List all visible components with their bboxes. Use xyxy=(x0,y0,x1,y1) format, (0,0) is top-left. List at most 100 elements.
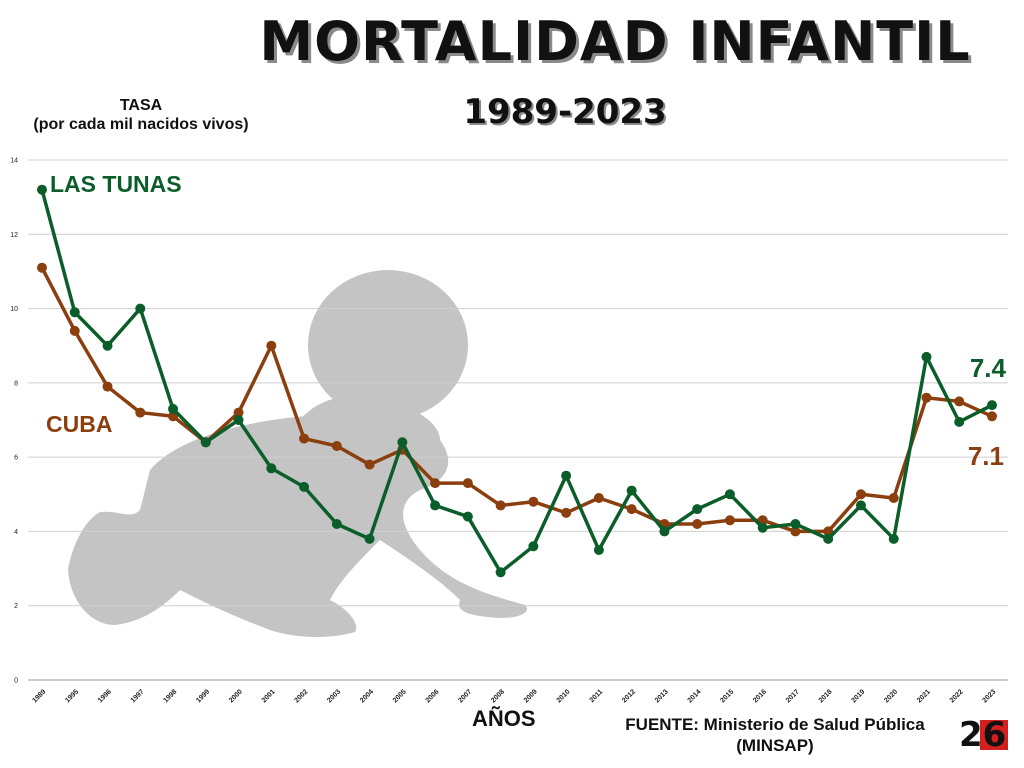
grid-lines xyxy=(28,159,1008,681)
x-tick-label: 2007 xyxy=(457,688,473,704)
data-point xyxy=(331,441,342,451)
x-tick-label: 2019 xyxy=(850,688,866,704)
series-line-las-tunas xyxy=(40,189,993,575)
y-tick-label: 8 xyxy=(14,380,18,387)
x-tick-label: 2015 xyxy=(719,688,735,704)
data-point xyxy=(266,340,277,351)
data-point xyxy=(593,545,604,555)
data-point xyxy=(692,504,703,515)
x-tick-label: 2003 xyxy=(326,688,342,704)
x-tick-label: 1996 xyxy=(97,688,113,704)
x-tick-label: 1995 xyxy=(64,688,80,704)
x-tick-label: 2013 xyxy=(654,688,670,704)
y-tick-label: 6 xyxy=(14,455,18,462)
y-axis-label-line1: TASA xyxy=(119,97,163,114)
data-point xyxy=(954,396,965,407)
x-tick-label: 2023 xyxy=(981,688,997,704)
x-tick-label: 2022 xyxy=(949,688,965,704)
x-axis-label: AÑOS xyxy=(472,706,536,731)
x-tick-label: 1997 xyxy=(130,688,146,704)
chart-title: MORTALIDAD INFANTIL xyxy=(259,10,971,73)
x-tick-label: 2011 xyxy=(589,688,605,704)
y-axis-label: TASA (por cada mil nacidos vivos) xyxy=(10,96,272,134)
data-point xyxy=(724,515,735,526)
end-value-las-tunas: 7.4 xyxy=(970,353,1007,383)
x-tick-label: 2002 xyxy=(294,688,310,704)
data-point xyxy=(626,504,637,515)
end-value-cuba: 7.1 xyxy=(968,441,1004,471)
x-tick-label: 2006 xyxy=(425,688,441,704)
x-tick-label: 2008 xyxy=(490,688,506,704)
x-tick-label: 2020 xyxy=(883,688,899,704)
data-point xyxy=(331,519,342,529)
crawling-baby-silhouette-icon xyxy=(68,270,528,637)
chart-subtitle: 1989-2023 xyxy=(463,92,667,132)
data-point xyxy=(659,526,670,537)
data-point xyxy=(987,411,997,422)
data-point xyxy=(495,500,506,511)
data-point xyxy=(102,381,113,392)
x-tick-label: 2018 xyxy=(818,688,834,704)
data-point xyxy=(593,493,604,503)
data-point xyxy=(561,507,572,518)
data-point xyxy=(462,478,473,489)
data-point xyxy=(364,459,375,470)
data-point xyxy=(823,533,834,544)
x-tick-label: 1989 xyxy=(31,688,47,704)
data-point xyxy=(37,262,47,273)
data-point xyxy=(692,519,703,529)
data-point xyxy=(233,407,244,418)
source-line1: FUENTE: Ministerio de Salud Pública xyxy=(625,715,925,734)
data-point xyxy=(921,392,932,403)
x-tick-label: 2012 xyxy=(621,688,637,704)
data-point xyxy=(626,485,637,496)
data-point xyxy=(430,500,441,511)
x-tick-label: 1999 xyxy=(195,688,211,704)
data-point xyxy=(561,470,572,481)
data-point xyxy=(37,184,47,195)
logo-text: 26 xyxy=(959,715,1006,752)
source-note: FUENTE: Ministerio de Salud Pública (MIN… xyxy=(600,714,950,756)
x-tick-labels: 1989 1995 1996 1997 1998 1999 2000 2001 2002 2003… xyxy=(31,688,997,704)
y-tick-label: 14 xyxy=(10,158,18,165)
data-point xyxy=(495,567,506,578)
data-point xyxy=(233,415,244,425)
y-tick-label: 10 xyxy=(10,306,18,313)
data-point xyxy=(200,437,211,448)
x-tick-label: 2016 xyxy=(752,688,768,704)
x-tick-label: 2010 xyxy=(556,688,572,704)
data-point xyxy=(266,463,277,474)
data-point xyxy=(430,478,441,489)
data-point xyxy=(724,489,735,500)
y-tick-label: 2 xyxy=(14,603,18,610)
y-tick-labels: 0 2 4 6 8 10 12 14 xyxy=(10,158,18,685)
data-point xyxy=(69,325,80,336)
x-tick-label: 2001 xyxy=(261,688,277,704)
series-labels: LAS TUNAS CUBA 7.4 7.1 xyxy=(46,171,1007,471)
x-tick-label: 2014 xyxy=(687,688,703,704)
data-point xyxy=(528,496,539,507)
data-point xyxy=(921,351,932,362)
data-point xyxy=(790,526,801,537)
data-point xyxy=(987,400,997,411)
data-point xyxy=(790,519,801,529)
data-point xyxy=(397,437,408,448)
x-tick-label: 2005 xyxy=(392,688,408,704)
data-point xyxy=(135,407,146,418)
y-tick-label: 4 xyxy=(14,529,18,536)
data-point xyxy=(168,403,179,414)
x-tick-label: 2021 xyxy=(916,688,932,704)
y-axis-label-line2: (por cada mil nacidos vivos) xyxy=(33,116,249,133)
data-point xyxy=(888,493,899,503)
data-point xyxy=(135,303,146,314)
data-point xyxy=(69,307,80,318)
data-point xyxy=(299,433,310,444)
26-logo-icon: 26 xyxy=(959,715,1008,752)
y-tick-label: 0 xyxy=(14,678,18,685)
y-tick-label: 12 xyxy=(10,232,18,239)
source-line2: (MINSAP) xyxy=(736,736,814,755)
data-point xyxy=(299,481,310,492)
x-tick-label: 1998 xyxy=(162,688,178,704)
data-point xyxy=(855,500,866,511)
